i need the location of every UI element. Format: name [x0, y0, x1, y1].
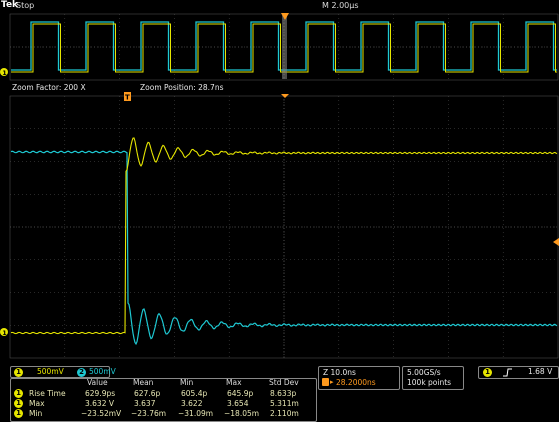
measurement-std-dev: 5.311m [270, 399, 299, 408]
trigger-offset-arrow: ▸ [330, 378, 334, 386]
overview-ch2-trace [11, 21, 557, 71]
rising-edge-icon [503, 368, 512, 377]
measurement-row-channel-badge: 1 [14, 389, 23, 398]
zoom-center-marker-icon [281, 94, 289, 98]
measurement-value: 3.632 V [85, 399, 114, 408]
trigger-offset-icon [322, 378, 329, 386]
ch1-ground-marker-label: 1 [2, 329, 7, 337]
measurement-std-dev: 8.633p [270, 389, 297, 398]
trigger-offset-readout: 28.2000ns [336, 378, 376, 387]
measurement-min: −31.09m [178, 409, 214, 418]
trigger-level-readout: 1.68 V [528, 367, 553, 376]
measurement-max: 3.654 [227, 399, 249, 408]
zoom-trigger-position-icon [124, 92, 131, 101]
ch1-scale-box[interactable]: 1 500mV 2 500mV [10, 366, 116, 378]
measurement-max: 645.9p [227, 389, 254, 398]
record-length-readout: 100k points [407, 378, 452, 387]
zoom-ch2-trace [10, 150, 558, 346]
measurement-min: 3.622 [181, 399, 203, 408]
measurement-header-std-dev: Std Dev [269, 378, 299, 387]
zoom-window-marker[interactable] [282, 15, 287, 79]
acquisition-panel[interactable]: 5.00GS/s 100k points [402, 366, 464, 390]
zoom-ch1-trace [10, 137, 558, 335]
ch1-badge: 1 [14, 367, 23, 377]
measurement-mean: 627.6p [134, 389, 161, 398]
acquisition-status: Stop [16, 1, 35, 10]
horizontal-scale-readout: M 2.00µs [322, 1, 359, 10]
zoom-trigger-position-label: T [125, 94, 130, 102]
zoom-factor-label: Zoom Factor: 200 X [12, 83, 86, 92]
ch1-ground-marker-icon[interactable] [0, 328, 8, 336]
measurement-mean: −23.76m [131, 409, 167, 418]
status-bar: Tek Stop M 2.00µs [0, 0, 559, 12]
measurement-header-value: Value [87, 378, 108, 387]
measurement-name: Rise Time [29, 389, 66, 398]
trigger-level-marker-icon[interactable] [553, 238, 559, 246]
ch1-scale-value: 500mV [37, 367, 64, 376]
zoom-scale-readout: Z 10.0ns [323, 368, 356, 377]
sample-rate-readout: 5.00GS/s [407, 368, 441, 377]
overview-ch1-trace [11, 23, 557, 73]
overview-waveform-display[interactable]: 1 [0, 12, 559, 82]
overview-ch1-ground-icon [0, 68, 8, 76]
measurement-name: Min [29, 409, 43, 418]
measurement-max: −18.05m [224, 409, 260, 418]
readout-bar [0, 360, 559, 420]
brand-logo: Tek [1, 0, 19, 10]
measurement-std-dev: 2.110m [270, 409, 299, 418]
measurement-mean: 3.637 [134, 399, 156, 408]
measurement-min: 605.4p [181, 389, 208, 398]
measurement-header-max: Max [226, 378, 242, 387]
measurement-header-min: Min [180, 378, 194, 387]
timebase-panel[interactable]: Z 10.0ns ▸ 28.2000ns [318, 366, 400, 390]
trigger-source-badge: 1 [483, 368, 492, 377]
ch2-badge: 2 [77, 367, 86, 377]
zoom-position-label: Zoom Position: 28.7ns [140, 83, 224, 92]
ch2-scale-value: 500mV [89, 367, 116, 376]
measurement-name: Max [29, 399, 45, 408]
measurement-row-channel-badge: 1 [14, 409, 23, 418]
zoom-waveform-display[interactable]: T 1 [0, 92, 559, 360]
measurement-value: 629.9ps [85, 389, 116, 398]
trigger-panel[interactable]: 1 1.68 V [478, 366, 559, 379]
measurement-header-mean: Mean [133, 378, 154, 387]
measurement-table[interactable]: 1 Rise Time 629.9ps 627.6p 605.4p 645.9p… [10, 378, 317, 422]
measurement-row-channel-badge: 1 [14, 399, 23, 408]
measurement-value: −23.52mV [81, 409, 122, 418]
overview-trigger-icon [281, 13, 289, 20]
overview-ch1-ground-label: 1 [2, 69, 7, 77]
